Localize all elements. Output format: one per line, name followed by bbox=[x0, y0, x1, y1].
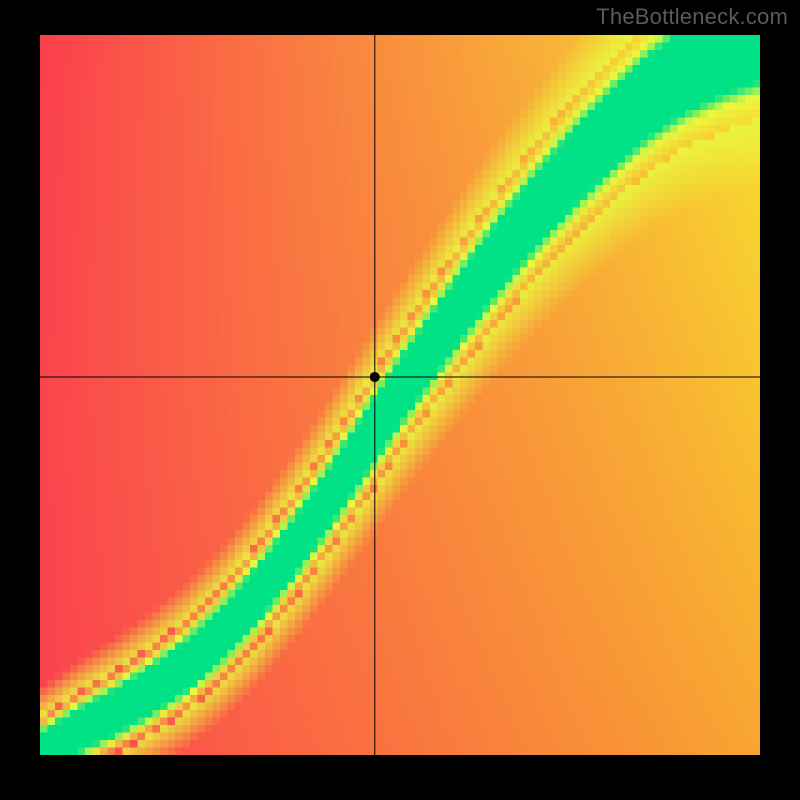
chart-root: TheBottleneck.com bbox=[0, 0, 800, 800]
bottleneck-heatmap bbox=[40, 35, 760, 755]
watermark-text: TheBottleneck.com bbox=[596, 4, 788, 30]
